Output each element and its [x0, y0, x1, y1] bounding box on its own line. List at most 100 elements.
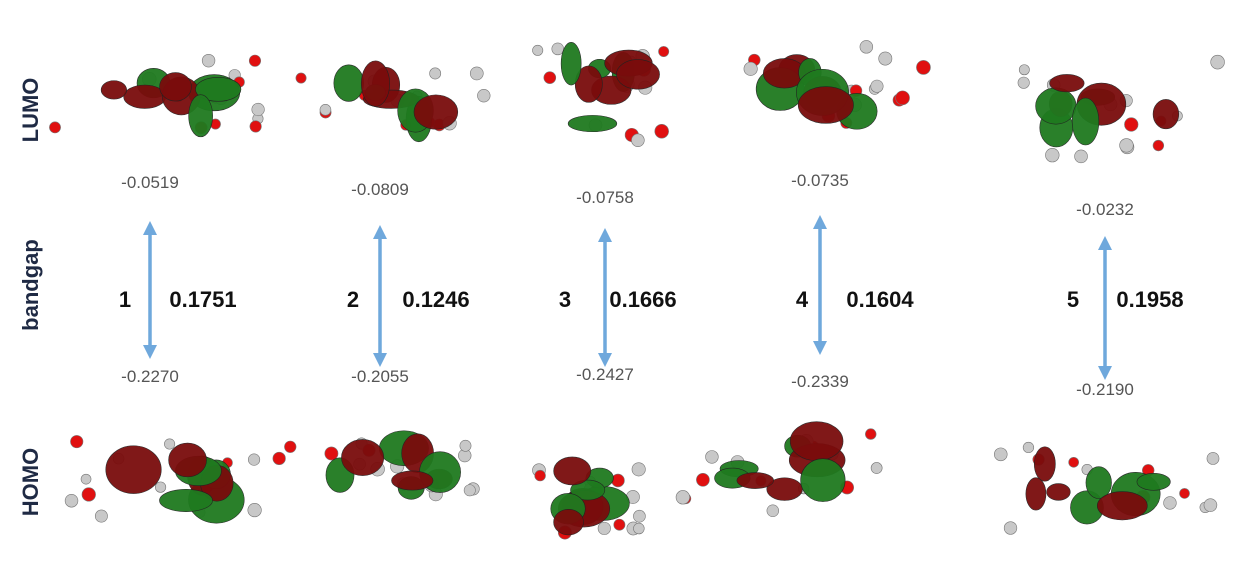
- atom: [994, 448, 1007, 461]
- orbital-lobe: [790, 422, 843, 461]
- atom: [1124, 118, 1138, 132]
- atom: [296, 73, 306, 83]
- atom: [1207, 452, 1219, 464]
- orbital-lobe: [737, 473, 774, 489]
- row-label-bandgap: bandgap: [18, 239, 43, 331]
- homo-energy: -0.2190: [1076, 380, 1134, 399]
- orbital-lobe: [106, 446, 161, 494]
- atom: [633, 510, 645, 522]
- orbital-lobe: [392, 471, 434, 490]
- atom: [916, 60, 930, 74]
- orbital-lobe: [1153, 99, 1179, 128]
- structure-index: 3: [559, 287, 571, 312]
- orbital-lobe: [1036, 88, 1077, 124]
- atom: [1164, 497, 1177, 510]
- atom: [633, 523, 644, 534]
- bandgap-value: 0.1666: [609, 287, 676, 312]
- atom: [533, 45, 543, 55]
- homo-energy: -0.2427: [576, 365, 634, 384]
- structure-index: 2: [347, 287, 359, 312]
- orbital-lobe: [169, 443, 207, 477]
- atom: [430, 68, 441, 79]
- atom: [1018, 77, 1029, 88]
- orbital-lobe: [616, 60, 659, 90]
- orbital-lobe: [160, 73, 192, 102]
- orbital-lobe: [1026, 478, 1046, 510]
- orbital-lobe: [361, 61, 389, 107]
- structure-index: 5: [1067, 287, 1079, 312]
- orbital-lobe: [561, 42, 581, 85]
- orbital-lobe: [801, 459, 846, 502]
- atom: [552, 43, 564, 55]
- atom: [1023, 442, 1034, 453]
- atom: [1153, 140, 1164, 151]
- atom: [544, 72, 556, 84]
- orbital-lobe: [414, 95, 458, 129]
- atom: [65, 494, 78, 507]
- atom: [248, 454, 259, 465]
- atom: [1120, 139, 1134, 153]
- bandgap-value: 0.1958: [1116, 287, 1183, 312]
- atom: [477, 89, 490, 102]
- orbital-lobe: [341, 439, 383, 475]
- lumo-energy: -0.0809: [351, 180, 409, 199]
- atom: [1204, 499, 1217, 512]
- lumo-energy: -0.0232: [1076, 200, 1134, 219]
- orbital-lobe: [1097, 492, 1147, 520]
- orbital-lobe: [1072, 98, 1099, 145]
- lumo-energy: -0.0735: [791, 171, 849, 190]
- orbital-lobe: [101, 81, 127, 99]
- bandgap-value: 0.1604: [846, 287, 914, 312]
- orbital-lobe: [554, 457, 591, 485]
- orbital-lobe: [1047, 484, 1071, 501]
- atom: [676, 490, 690, 504]
- atom: [252, 103, 265, 116]
- orbital-lobe: [1034, 447, 1055, 481]
- atom: [632, 463, 645, 476]
- atom: [164, 439, 174, 449]
- atom: [249, 55, 260, 66]
- row-label-homo: HOMO: [18, 448, 43, 516]
- structure-index: 1: [119, 287, 131, 312]
- homo-energy: -0.2270: [121, 367, 179, 386]
- atom: [1075, 150, 1088, 163]
- atom: [696, 473, 709, 486]
- atom: [470, 67, 483, 80]
- structure-index: 4: [796, 287, 809, 312]
- atom: [744, 62, 757, 75]
- bandgap-value: 0.1751: [169, 287, 236, 312]
- orbital-lobe: [554, 509, 584, 535]
- atom: [1069, 457, 1079, 467]
- atom: [49, 122, 60, 133]
- orbital-lobe: [1086, 467, 1112, 499]
- atom: [865, 429, 876, 440]
- atom: [320, 104, 331, 115]
- atom: [1045, 148, 1059, 162]
- homo-energy: -0.2339: [791, 372, 849, 391]
- row-label-lumo: LUMO: [18, 78, 43, 143]
- atom: [460, 440, 471, 451]
- atom: [706, 450, 719, 463]
- atom: [535, 470, 546, 481]
- atom: [95, 510, 107, 522]
- lumo-energy: -0.0519: [121, 173, 179, 192]
- orbital-lobe: [159, 489, 212, 511]
- homo-energy: -0.2055: [351, 367, 409, 386]
- atom: [464, 485, 475, 496]
- atom: [82, 488, 96, 502]
- atom: [871, 462, 882, 473]
- orbital-lobe: [334, 65, 364, 102]
- atom: [202, 54, 215, 67]
- atom: [614, 519, 625, 530]
- atom: [70, 435, 82, 447]
- figure: LUMO bandgap HOMO -0.0519 1 0.1751 -0.2270 -…: [0, 0, 1247, 578]
- atom: [325, 447, 338, 460]
- orbital-lobe: [1137, 473, 1170, 490]
- atom: [598, 522, 611, 535]
- atom: [767, 505, 779, 517]
- atom: [631, 134, 644, 147]
- atom: [860, 40, 873, 53]
- atom: [879, 52, 892, 65]
- lumo-energy: -0.0758: [576, 188, 634, 207]
- atom: [1211, 55, 1225, 69]
